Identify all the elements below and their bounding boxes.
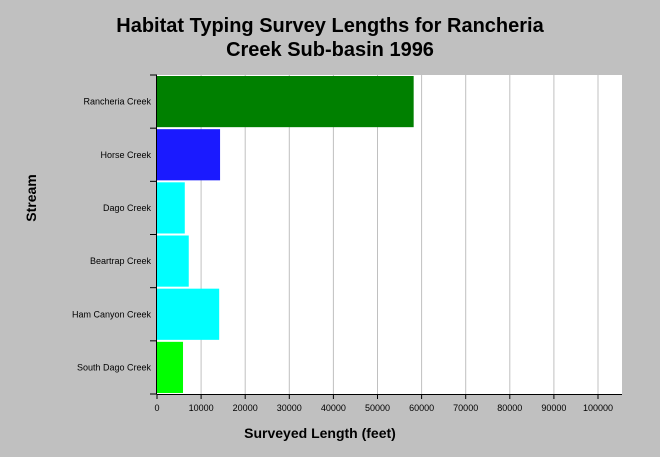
y-tick-label: Ham Canyon Creek <box>72 309 152 319</box>
x-axis-label: Surveyed Length (feet) <box>244 425 396 441</box>
chart-title: Habitat Typing Survey Lengths for Ranche… <box>0 14 660 62</box>
bar <box>157 235 189 287</box>
bar <box>157 341 184 393</box>
x-tick-label: 80000 <box>497 403 522 413</box>
chart-title-line-1: Habitat Typing Survey Lengths for Ranche… <box>116 15 544 37</box>
y-tick-label: Beartrap Creek <box>90 256 152 266</box>
bar <box>157 288 220 340</box>
y-tick-label: Dago Creek <box>103 203 152 213</box>
x-tick-label: 70000 <box>453 403 478 413</box>
bar <box>157 129 221 181</box>
x-tick-label: 60000 <box>409 403 434 413</box>
plot-area <box>157 75 622 394</box>
bar <box>157 182 185 234</box>
x-tick-label: 50000 <box>365 403 390 413</box>
x-tick-label: 30000 <box>277 403 302 413</box>
x-tick-label: 20000 <box>233 403 258 413</box>
bar <box>157 76 414 128</box>
x-tick-label: 0 <box>154 403 159 413</box>
y-tick-label: Rancheria Creek <box>83 97 151 107</box>
y-tick-label: South Dago Creek <box>77 362 152 372</box>
x-tick-label: 40000 <box>321 403 346 413</box>
x-tick-label: 90000 <box>541 403 566 413</box>
y-tick-label: Horse Creek <box>100 150 151 160</box>
x-tick-label: 100000 <box>583 403 613 413</box>
chart-title-line-2: Creek Sub-basin 1996 <box>226 39 434 61</box>
x-tick-label: 10000 <box>189 403 214 413</box>
